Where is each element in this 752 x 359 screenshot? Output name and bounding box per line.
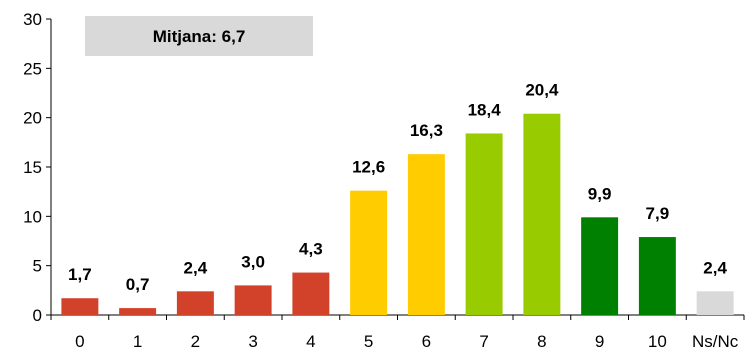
- x-tick-label: 0: [75, 332, 84, 351]
- data-label: 12,6: [352, 158, 385, 177]
- y-tick-label: 0: [33, 306, 42, 325]
- bar: [176, 291, 214, 315]
- chart-y-tick-labels: 0 5 10 15 20 25 30: [23, 10, 42, 325]
- bar: [407, 154, 445, 315]
- chart-x-tick-labels: 0 1 2 3 4 5 6 7 8 9 10 Ns/Nc: [75, 332, 739, 351]
- x-tick-label: 10: [648, 332, 667, 351]
- mean-annotation-label: Mitjana: 6,7: [153, 27, 246, 46]
- x-tick-label: 4: [306, 332, 315, 351]
- bar: [234, 285, 272, 315]
- x-tick-label: Ns/Nc: [692, 332, 739, 351]
- bar: [523, 113, 561, 315]
- bar: [638, 237, 676, 315]
- y-tick-label: 15: [23, 158, 42, 177]
- data-label: 4,3: [299, 240, 323, 259]
- bar: [119, 308, 157, 315]
- x-tick-label: 7: [479, 332, 488, 351]
- x-tick-label: 6: [422, 332, 431, 351]
- data-label: 16,3: [410, 121, 443, 140]
- bar: [581, 217, 619, 315]
- bar: [350, 190, 388, 315]
- data-label: 1,7: [68, 265, 92, 284]
- data-label: 2,4: [703, 258, 727, 277]
- bar: [61, 298, 99, 315]
- y-tick-label: 25: [23, 59, 42, 78]
- data-label: 18,4: [468, 100, 502, 119]
- x-tick-label: 3: [248, 332, 257, 351]
- mean-annotation: Mitjana: 6,7: [85, 16, 313, 56]
- chart-data-labels: 1,7 0,7 2,4 3,0 4,3 12,6 16,3 18,4 20,4 9,9 7,9 2,4: [68, 81, 727, 294]
- data-label: 7,9: [646, 204, 670, 223]
- data-label: 2,4: [184, 258, 208, 277]
- y-tick-label: 20: [23, 109, 42, 128]
- x-tick-label: 5: [364, 332, 373, 351]
- x-tick-label: 1: [133, 332, 142, 351]
- data-label: 20,4: [525, 81, 559, 100]
- chart-axes: [46, 18, 745, 320]
- bar: [465, 133, 503, 315]
- bar: [696, 291, 734, 315]
- x-tick-label: 9: [595, 332, 604, 351]
- chart-bars: [61, 113, 734, 315]
- y-tick-label: 30: [23, 10, 42, 29]
- data-label: 3,0: [241, 252, 265, 271]
- data-label: 0,7: [126, 275, 150, 294]
- y-tick-label: 5: [33, 257, 42, 276]
- x-tick-label: 2: [191, 332, 200, 351]
- x-tick-label: 8: [537, 332, 546, 351]
- mean-annotation-box: [85, 16, 313, 56]
- data-label: 9,9: [588, 184, 612, 203]
- bar: [292, 272, 330, 315]
- y-tick-label: 10: [23, 207, 42, 226]
